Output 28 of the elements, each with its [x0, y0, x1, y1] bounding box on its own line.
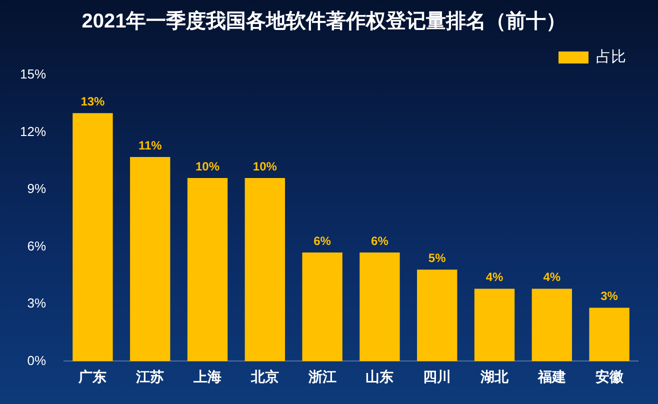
x-tick-label: 安徽 — [595, 368, 624, 384]
data-label: 10% — [252, 159, 278, 174]
x-tick-label: 广东 — [78, 368, 107, 384]
data-label: 5% — [428, 250, 446, 265]
x-tick-label: 福建 — [536, 368, 566, 384]
y-tick-label: 15% — [20, 66, 46, 82]
data-label: 10% — [196, 159, 220, 174]
data-label: 6% — [314, 234, 332, 248]
data-label: 4% — [543, 270, 561, 284]
legend-label: 占比 — [596, 48, 626, 66]
x-tick-label: 江苏 — [135, 368, 164, 384]
y-tick-label: 3% — [27, 296, 46, 311]
data-label: 6% — [371, 234, 389, 248]
y-tick-label: 0% — [27, 352, 46, 368]
x-tick-label: 北京 — [250, 368, 279, 384]
x-tick-label: 上海 — [192, 368, 222, 384]
y-tick-label: 12% — [20, 124, 46, 139]
x-tick-label: 山东 — [366, 368, 394, 384]
data-label: 11% — [138, 138, 162, 152]
data-label: 4% — [486, 270, 504, 284]
y-tick-label: 6% — [27, 238, 46, 254]
x-tick-label: 浙江 — [307, 368, 336, 384]
data-label: 3% — [600, 289, 618, 304]
x-tick-label: 四川 — [423, 368, 452, 384]
x-tick-label: 湖北 — [480, 368, 510, 384]
y-tick-label: 9% — [27, 181, 46, 196]
chart-title: 2021年一季度我国各地软件著作权登记量排名（前十） — [82, 10, 566, 33]
data-label: 13% — [80, 94, 106, 108]
